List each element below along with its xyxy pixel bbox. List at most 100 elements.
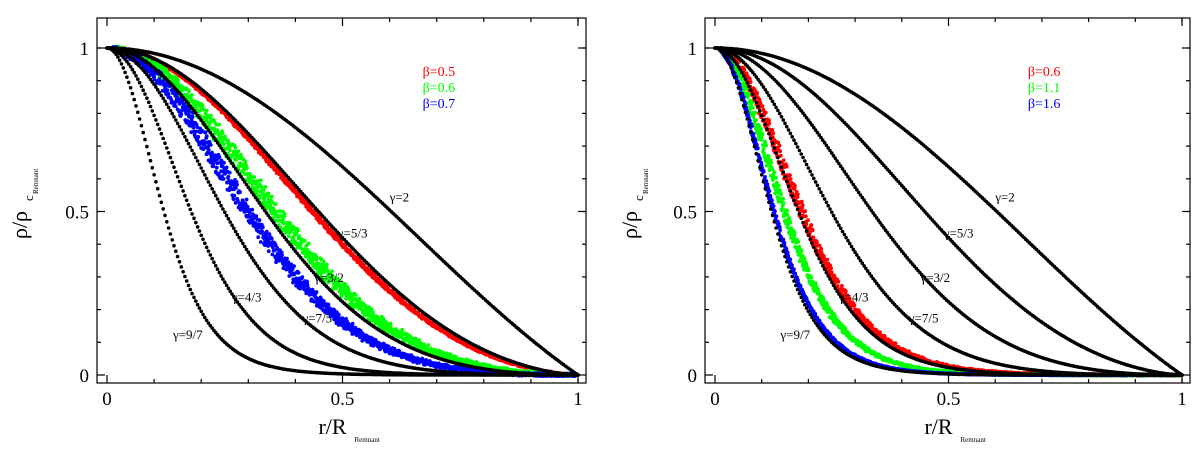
simulation-point [206, 148, 211, 152]
simulation-point [326, 302, 331, 307]
x-tick-label: 1 [573, 389, 583, 410]
simulation-point [296, 270, 301, 275]
simulation-point [266, 191, 271, 196]
simulation-point [221, 177, 226, 181]
simulation-point [260, 229, 265, 234]
simulation-point [268, 203, 273, 208]
simulation-point [220, 131, 225, 136]
simulation-point [350, 321, 355, 326]
simulation-point [257, 218, 262, 223]
simulation-point [266, 249, 271, 254]
simulation-point [166, 92, 171, 96]
simulation-point [273, 202, 278, 207]
simulation-point [250, 207, 255, 212]
simulation-point [260, 225, 265, 230]
simulation-point [269, 236, 274, 241]
y-tick-label: 0.5 [65, 203, 89, 224]
simulation-point [426, 343, 431, 347]
simulation-point [204, 108, 209, 113]
y-axis-label-subscript: c [21, 195, 36, 201]
simulation-point [234, 157, 239, 162]
simulation-point [252, 175, 257, 179]
simulation-point [317, 262, 322, 266]
simulation-point [227, 170, 232, 175]
simulation-point [227, 148, 232, 153]
simulation-point [236, 199, 240, 204]
simulation-point [221, 142, 226, 147]
simulation-point [274, 209, 278, 214]
simulation-point [257, 193, 262, 198]
simulation-point [314, 290, 319, 294]
simulation-point [235, 182, 239, 187]
y-tick-label: 1 [80, 39, 90, 60]
simulation-point [200, 103, 205, 108]
simulation-point [254, 214, 259, 218]
simulation-point [258, 240, 263, 244]
simulation-point [321, 299, 326, 303]
simulation-point [245, 166, 249, 170]
simulation-point [324, 262, 329, 267]
x-axis-label: r/R [318, 414, 346, 439]
y-tick-label: 0 [80, 366, 90, 387]
simulation-point [217, 122, 222, 127]
simulation-point [243, 159, 248, 164]
polytrope-label: γ=2 [389, 190, 410, 205]
simulation-point [244, 197, 249, 202]
simulation-point [339, 239, 344, 243]
simulation-point [231, 197, 236, 202]
simulation-point [204, 134, 209, 139]
simulation-point [255, 189, 260, 194]
simulation-point [208, 143, 213, 147]
simulation-point [208, 113, 213, 118]
simulation-point [292, 264, 296, 268]
simulation-point [187, 109, 192, 114]
simulation-point [354, 293, 358, 297]
simulation-point [224, 165, 229, 170]
simulation-point [190, 114, 195, 119]
simulation-point [300, 275, 305, 279]
simulation-point [388, 323, 393, 327]
simulation-point [165, 88, 170, 93]
simulation-point [190, 93, 194, 97]
simulation-point [261, 188, 266, 193]
y-axis-label-subscript-2: Remnant [32, 169, 40, 194]
simulation-point [232, 193, 237, 198]
simulation-point [179, 112, 184, 117]
simulation-point [386, 344, 391, 349]
simulation-point [296, 228, 301, 233]
simulation-point [226, 174, 231, 179]
simulation-point [321, 259, 326, 264]
simulation-point [258, 178, 263, 183]
x-axis-label-subscript: Remnant [355, 436, 380, 444]
simulation-point [306, 241, 311, 246]
simulation-point [282, 212, 287, 216]
y-axis-label: ρ/ρ [7, 211, 32, 239]
simulation-point [236, 149, 241, 154]
simulation-point [269, 194, 274, 199]
simulation-point [222, 161, 226, 165]
left-panel: 0 0.5 100.51r/RRemnantρ/ρcRemnantγ=2γ=5/3γ… [7, 17, 587, 444]
simulation-point [214, 165, 219, 170]
simulation-point [238, 190, 242, 195]
x-tick-label: 0 [102, 389, 112, 410]
simulation-point [285, 256, 289, 261]
simulation-point [337, 313, 341, 317]
simulation-point [256, 235, 261, 240]
simulation-point [233, 145, 238, 150]
simulation-point [187, 89, 191, 94]
simulation-point [280, 253, 284, 258]
simulation-point [302, 238, 307, 243]
polytrope-label: γ=5/3 [337, 226, 368, 241]
x-tick-label: 0.5 [331, 389, 355, 410]
plot-frame [96, 17, 587, 384]
simulation-point [263, 185, 268, 189]
simulation-point [338, 286, 343, 291]
simulation-point [286, 234, 291, 239]
simulation-point [203, 130, 208, 135]
simulation-point [211, 164, 216, 169]
simulation-point [267, 232, 272, 237]
simulation-point [259, 184, 264, 189]
simulation-point [196, 134, 201, 139]
